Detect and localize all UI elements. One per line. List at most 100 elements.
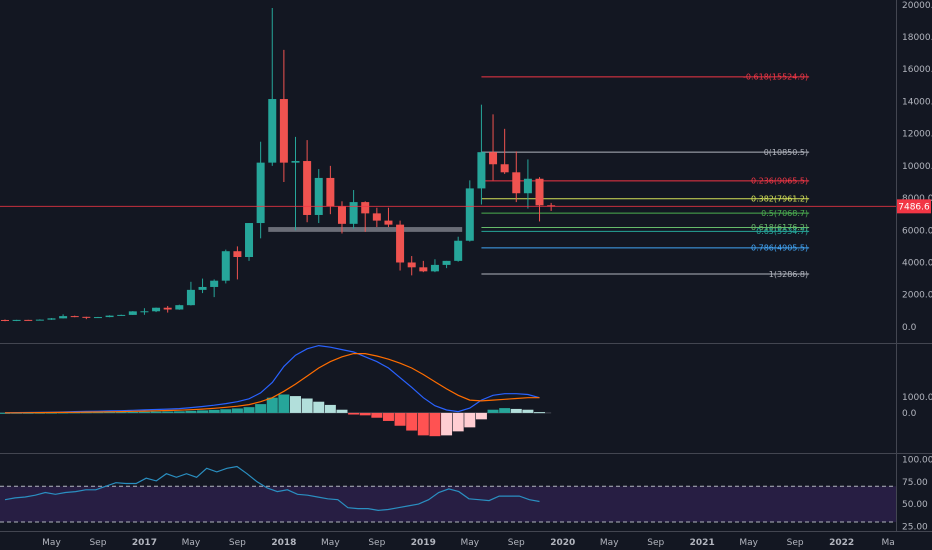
- candle[interactable]: [512, 151, 521, 203]
- macd-histogram-bar: [475, 412, 487, 420]
- rsi-tick-label: 50.00: [902, 500, 928, 510]
- candle[interactable]: [396, 220, 405, 271]
- signal-line[interactable]: [5, 353, 540, 414]
- candle-body: [337, 206, 346, 224]
- price-tick-label: 0.0: [902, 323, 917, 333]
- time-tick-label: 2020: [550, 538, 575, 548]
- candle[interactable]: [314, 169, 323, 224]
- candle[interactable]: [279, 49, 288, 182]
- candle[interactable]: [163, 305, 172, 313]
- candle[interactable]: [210, 279, 219, 298]
- time-tick-label: May: [182, 538, 201, 548]
- time-tick-label: Sep: [647, 538, 664, 548]
- candle[interactable]: [465, 180, 474, 242]
- candle[interactable]: [500, 128, 509, 174]
- candle[interactable]: [93, 316, 102, 319]
- candle[interactable]: [221, 249, 230, 284]
- candle[interactable]: [175, 304, 184, 310]
- candle[interactable]: [198, 278, 207, 294]
- time-tick-label: 2017: [132, 538, 157, 548]
- candle[interactable]: [186, 281, 195, 306]
- candle-body: [407, 262, 416, 268]
- candle[interactable]: [152, 307, 161, 313]
- time-axis[interactable]: May Sep 2017 May Sep 2018 May Sep 2019 May Sep 2020…: [42, 538, 895, 548]
- candle[interactable]: [349, 190, 358, 229]
- time-tick-label: 2021: [690, 538, 715, 548]
- candle[interactable]: [291, 136, 300, 231]
- candle[interactable]: [430, 259, 439, 273]
- candle-body: [396, 224, 405, 263]
- candle[interactable]: [442, 260, 451, 269]
- fib-level-label: 0.618(6176.2): [751, 223, 808, 232]
- candle[interactable]: [12, 319, 21, 322]
- price-tick-label: 4000.0: [902, 258, 932, 268]
- candle-body: [314, 177, 323, 215]
- candle[interactable]: [140, 308, 149, 315]
- macd-histogram-bar: [173, 411, 185, 413]
- macd-histogram-bar: [429, 412, 441, 437]
- candle[interactable]: [407, 256, 416, 276]
- macd-histogram-bar: [278, 394, 290, 413]
- candle[interactable]: [245, 223, 254, 261]
- time-tick-label: 2022: [829, 538, 854, 548]
- candle[interactable]: [454, 236, 463, 262]
- fib-level-label: -0.618(15524.9): [743, 73, 808, 82]
- rsi-line[interactable]: [4, 465, 540, 512]
- price-pane[interactable]: -0.618(15524.9) 0(10850.5) 0.236(9065.5) 0.…: [0, 8, 896, 322]
- candle[interactable]: [24, 319, 33, 321]
- macd-histogram-bar: [394, 412, 406, 426]
- candle[interactable]: [59, 314, 68, 319]
- candle[interactable]: [117, 314, 126, 316]
- price-tick-label: 18000.0: [902, 33, 932, 43]
- time-tick-label: May: [42, 538, 61, 548]
- candle[interactable]: [477, 104, 486, 205]
- candle-body: [477, 152, 486, 189]
- macd-histogram-bar: [487, 409, 499, 413]
- candle[interactable]: [105, 315, 114, 318]
- price-tick-label: 8000.0: [902, 194, 932, 204]
- candle[interactable]: [372, 207, 381, 228]
- candle-body: [221, 251, 230, 281]
- candle[interactable]: [47, 318, 56, 320]
- candle-body: [35, 319, 44, 321]
- candle[interactable]: [128, 311, 137, 315]
- candle[interactable]: [419, 260, 428, 273]
- candle[interactable]: [384, 207, 393, 228]
- candle[interactable]: [303, 140, 312, 223]
- candle-body: [454, 240, 463, 261]
- candle[interactable]: [256, 141, 265, 239]
- time-tick-label: Sep: [508, 538, 525, 548]
- fib-level-label: 1(3286.8): [769, 270, 808, 279]
- macd-line[interactable]: [4, 344, 540, 414]
- candle[interactable]: [523, 159, 532, 209]
- macd-histogram-bar: [324, 404, 336, 413]
- candle[interactable]: [535, 177, 544, 222]
- macd-histogram-bar: [452, 412, 464, 432]
- candle[interactable]: [268, 8, 277, 166]
- candle[interactable]: [1, 319, 9, 322]
- time-tick-label: May: [321, 538, 340, 548]
- candle[interactable]: [70, 315, 79, 318]
- candle-body: [442, 260, 451, 265]
- candle-body: [419, 267, 428, 272]
- candle-body: [1, 319, 9, 321]
- price-axis[interactable]: 0.0 2000.0 4000.0 6000.0 8000.0 10000.0 12000.…: [897, 1, 932, 533]
- candle-body: [233, 251, 242, 258]
- macd-histogram-bar: [359, 412, 371, 416]
- candle-body: [489, 152, 498, 165]
- candle-body: [70, 316, 79, 318]
- candle[interactable]: [489, 114, 498, 181]
- candle[interactable]: [233, 246, 242, 280]
- rsi-pane[interactable]: [0, 465, 896, 523]
- rsi-tick-label: 25.00: [902, 523, 928, 533]
- macd-pane[interactable]: [0, 344, 552, 437]
- candle[interactable]: [35, 319, 44, 321]
- price-tick-label: 16000.0: [902, 65, 932, 75]
- time-tick-label: 2019: [411, 538, 436, 548]
- candle[interactable]: [82, 316, 91, 320]
- price-tick-label: 6000.0: [902, 226, 932, 236]
- candle[interactable]: [547, 202, 556, 211]
- candle-body: [303, 161, 312, 215]
